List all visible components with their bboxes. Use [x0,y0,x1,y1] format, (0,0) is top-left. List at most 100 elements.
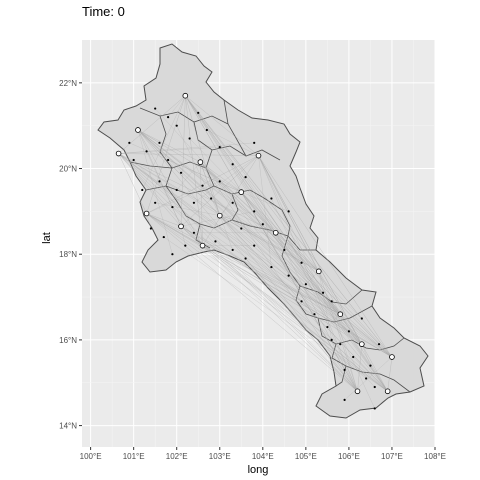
x-tick-label: 108°E [424,452,446,461]
y-tick-label: 20°N [59,165,77,174]
data-point [339,343,342,346]
flow-line [232,164,276,233]
hub-marker [216,212,223,219]
data-point [218,146,221,149]
data-point [377,343,381,346]
data-point [145,150,148,153]
hub-marker [384,388,391,395]
flow-line [137,129,160,143]
data-point [313,313,316,316]
flow-line [118,142,255,154]
data-point [214,240,217,243]
hub-marker [135,127,141,133]
x-tick-label: 106°E [338,452,360,461]
data-point [218,180,221,183]
flow-line [241,191,341,315]
x-axis: 100°E 101°E 102°E 103°E 104°E 105°E 106°E 107°E… [80,447,446,461]
flow-line [245,258,358,392]
data-point [373,407,376,410]
data-point [373,385,376,389]
data-point [197,111,200,114]
flow-line [327,314,341,328]
flow-line [258,155,393,358]
hub-marker [238,189,245,195]
flow-line [118,153,182,227]
flow-line [146,181,220,214]
data-point [179,171,183,174]
flow-line [137,129,233,203]
flow-line [275,232,358,392]
data-point [253,244,256,247]
data-point [188,137,191,140]
flow-line [155,202,220,216]
flow-line [185,95,276,233]
flow-line [318,271,358,392]
data-point [326,325,329,329]
data-point [343,398,346,401]
flow-line [262,224,341,315]
flow-line [361,344,371,366]
hub-marker [255,152,262,159]
flow-line [241,191,388,392]
flow-line [146,151,182,227]
data-point [192,231,196,234]
data-point [330,338,333,341]
flow-line [167,95,186,118]
flow-line [241,191,315,315]
hub-marker [197,159,204,165]
x-tick-label: 107°E [381,452,403,461]
flow-line [180,226,186,246]
data-point [261,223,264,226]
data-point [270,265,273,269]
hub-marker [337,311,344,317]
flow-line [202,245,341,315]
flow-line [180,226,358,392]
flow-line [245,176,388,392]
flow-line [219,215,362,345]
data-point [192,201,196,204]
hub-marker [389,354,395,360]
hub-marker [315,268,322,275]
flow-line [146,213,182,227]
flow-line [211,198,319,272]
data-point [210,197,213,200]
data-point [175,188,178,192]
hub-marker [359,341,365,347]
y-tick-label: 22°N [59,79,77,88]
data-point [184,244,187,247]
flow-line [271,198,358,392]
flow-line [137,129,319,272]
data-point [158,141,161,144]
flow-line [118,146,220,154]
flow-line [180,155,259,227]
data-point [166,116,170,119]
flow-line [118,153,362,345]
plot-title: Time: 0 [82,4,125,19]
flow-line [137,129,393,358]
flow-line [118,153,276,234]
flow-line [202,245,367,379]
data-point [360,317,363,320]
flow-line [318,271,363,345]
flow-line [200,162,233,250]
data-point [287,210,290,213]
data-point [253,141,256,144]
data-point [343,368,346,371]
y-tick-label: 18°N [59,250,77,259]
data-point [369,364,372,367]
y-axis: 14°N 16°N 18°N 20°N 22°N [59,79,82,431]
flow-line [331,301,358,392]
data-point [132,158,135,162]
hub-marker [199,242,206,249]
flow-line [185,95,259,156]
data-point [321,291,325,294]
flow-line [258,155,358,392]
flow-line [137,129,201,163]
x-axis-title: long [248,464,269,476]
flow-line [258,155,388,392]
flow-line [219,215,276,234]
x-tick-label: 102°E [166,452,188,461]
flow-line [241,191,363,345]
data-point [141,188,144,192]
data-point [154,201,157,204]
